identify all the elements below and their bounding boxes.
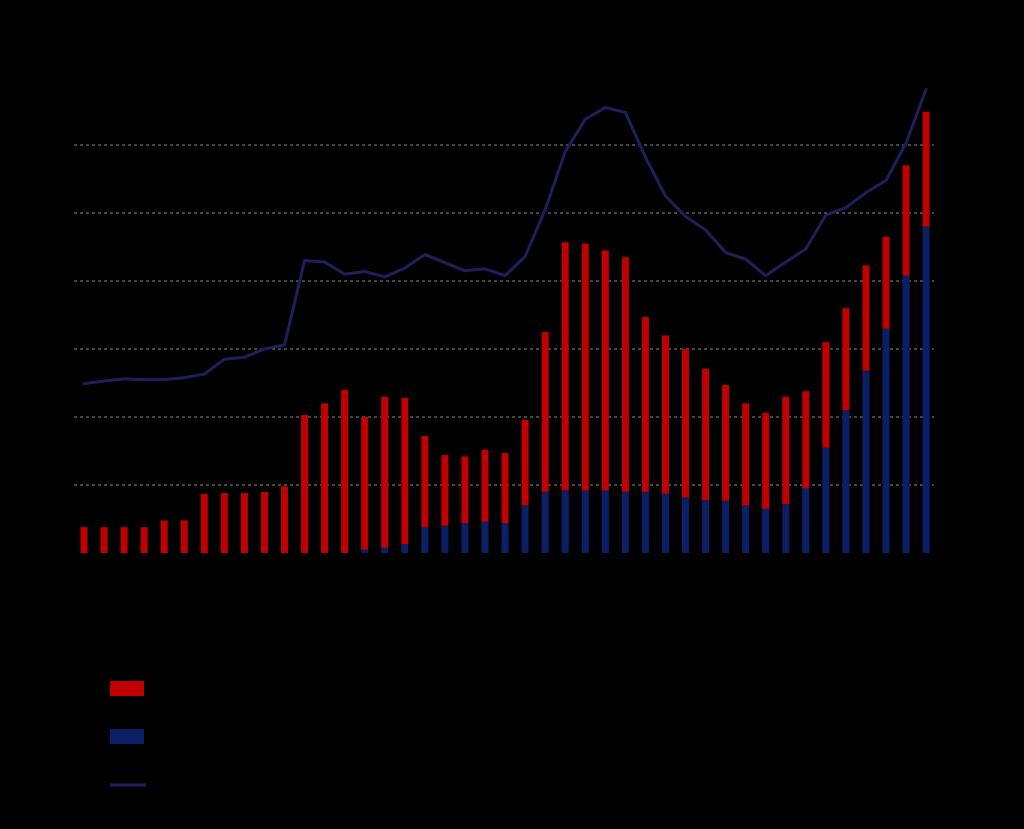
bar-segment-red	[902, 165, 910, 276]
bar-segment-blue	[762, 508, 770, 553]
bar-segment-red	[321, 403, 329, 553]
bar-segment-red	[722, 385, 730, 501]
bar-segment-blue	[421, 527, 429, 553]
bar-segment-red	[140, 527, 148, 553]
bar-segment-red	[80, 527, 88, 553]
bar-segment-blue	[461, 523, 469, 553]
bar-segment-red	[882, 236, 890, 329]
bar-segment-red	[220, 493, 228, 553]
bar-segment-red	[682, 349, 689, 498]
bar-segment-blue	[561, 490, 569, 553]
bar-segment-blue	[842, 410, 850, 553]
bar-segment-blue	[601, 490, 609, 553]
bar-segment-red	[381, 396, 389, 548]
legend-swatch	[110, 729, 144, 744]
bar-segment-red	[281, 486, 288, 553]
bar-segment-red	[561, 242, 569, 491]
bar-segment-red	[641, 317, 649, 492]
bar-segment-red	[100, 527, 108, 553]
bar-segment-blue	[902, 275, 910, 553]
bar-segment-red	[862, 265, 870, 371]
bar-segment-red	[922, 111, 930, 227]
bar-segment-blue	[722, 500, 730, 553]
bar-segment-blue	[641, 491, 649, 553]
bar-segment-blue	[922, 226, 930, 553]
bar-segment-red	[742, 403, 750, 506]
bar-segment-red	[120, 527, 128, 553]
bar-segment-blue	[862, 370, 870, 553]
bar-segment-blue	[621, 491, 629, 553]
bar-segment-blue	[521, 505, 529, 553]
bar-segment-red	[601, 250, 609, 491]
bar-segment-blue	[822, 447, 830, 553]
bar-segment-red	[361, 417, 369, 550]
legend	[110, 681, 146, 787]
gridlines	[74, 144, 934, 486]
bar-segment-red	[481, 449, 489, 522]
bar-segment-blue	[581, 490, 589, 553]
bar-segment-blue	[661, 493, 669, 553]
bar-segment-red	[461, 456, 469, 524]
bar-segment-blue	[682, 497, 689, 553]
bar-segment-red	[441, 455, 449, 526]
bar-segment-blue	[501, 523, 509, 553]
bar-segment-blue	[361, 549, 369, 553]
bar-segment-red	[842, 308, 850, 411]
bar-series-group	[80, 111, 930, 553]
bar-segment-red	[180, 520, 188, 553]
bar-segment-blue	[742, 505, 750, 553]
bar-segment-red	[702, 368, 710, 500]
line-series-group	[82, 87, 928, 386]
bar-segment-blue	[782, 504, 790, 553]
bar-segment-blue	[702, 499, 710, 553]
bar-segment-red	[541, 332, 549, 492]
bar-segment-red	[401, 397, 409, 545]
bar-segment-red	[621, 257, 629, 492]
bar-segment-blue	[401, 544, 409, 553]
bar-segment-red	[802, 391, 810, 489]
bar-segment-red	[501, 453, 509, 524]
bar-segment-red	[581, 243, 589, 491]
legend-swatch	[110, 681, 144, 696]
bar-segment-blue	[441, 525, 449, 553]
bar-segment-red	[301, 414, 309, 553]
bar-segment-red	[260, 491, 268, 553]
bar-segment-blue	[541, 491, 549, 553]
bar-segment-blue	[481, 521, 489, 553]
bar-segment-red	[341, 389, 349, 553]
bar-segment-blue	[802, 488, 810, 553]
bar-segment-red	[521, 419, 529, 506]
bar-segment-red	[240, 493, 248, 553]
bar-segment-red	[661, 335, 669, 494]
bar-segment-red	[200, 493, 208, 553]
bar-segment-red	[782, 396, 790, 505]
bar-segment-red	[762, 412, 770, 509]
bar-segment-blue	[882, 328, 890, 553]
bar-segment-red	[160, 520, 168, 553]
bar-segment-red	[822, 342, 830, 448]
bar-segment-red	[421, 436, 429, 528]
series-line	[82, 87, 928, 386]
bar-segment-blue	[381, 547, 389, 553]
